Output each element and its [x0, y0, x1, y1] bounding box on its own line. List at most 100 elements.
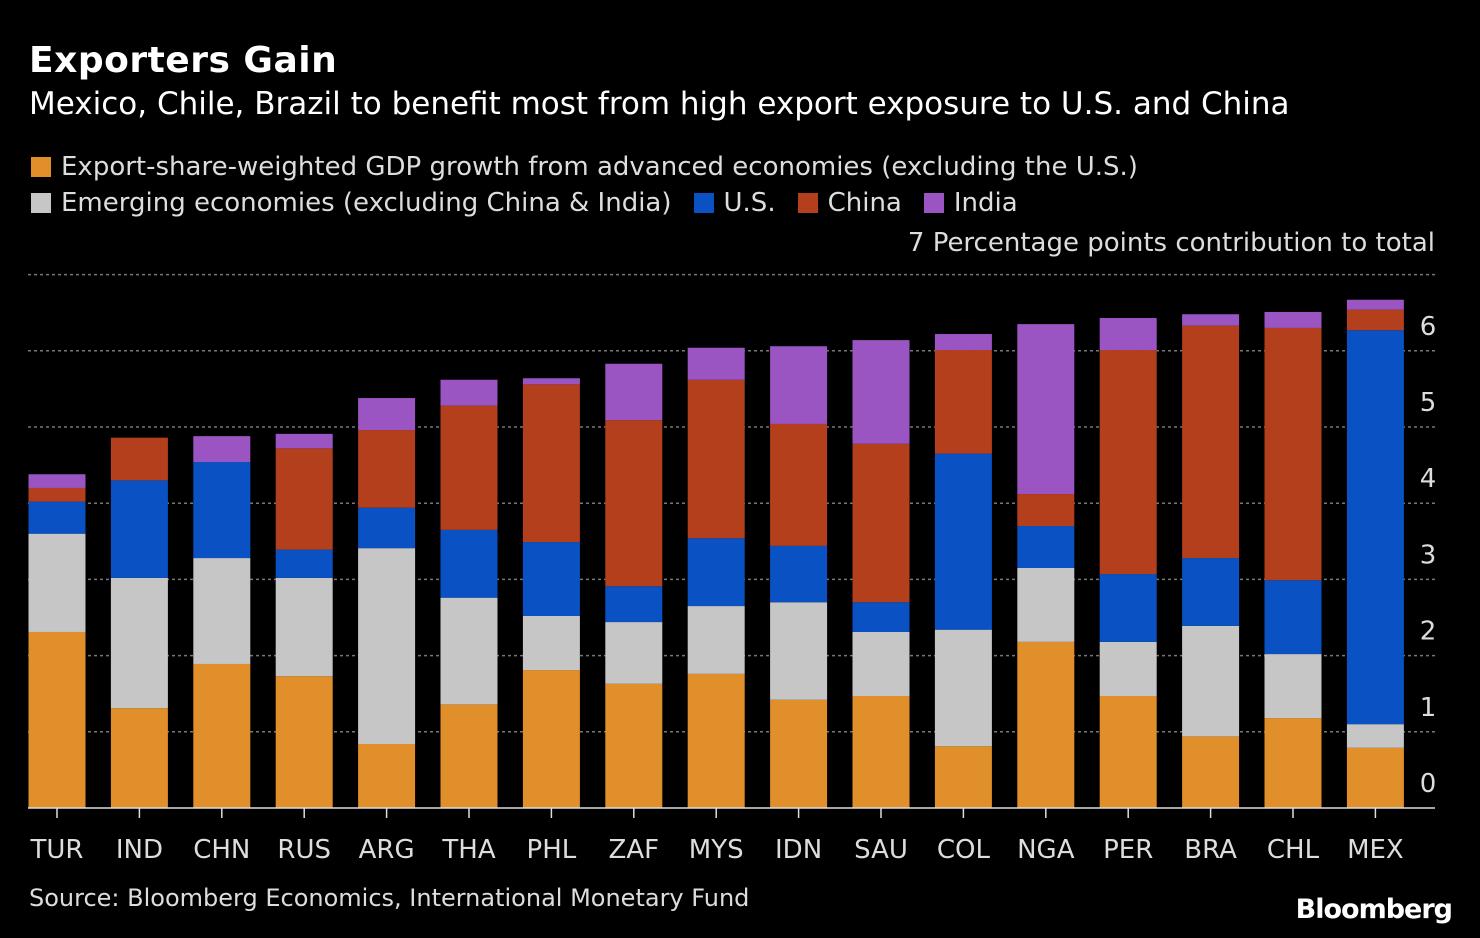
y-tick-label: 0 [1420, 769, 1437, 799]
chart-title: Exporters Gain [29, 40, 338, 81]
bar-segment [440, 529, 498, 598]
x-tick-label: NGA [1017, 835, 1075, 865]
bar-segment [1346, 724, 1404, 748]
bar-segment [1182, 314, 1240, 326]
bar-segment [687, 606, 745, 674]
bar-segment [440, 379, 498, 406]
unit-text: Percentage points contribution to total [932, 228, 1435, 258]
x-tick-label: THA [441, 835, 495, 865]
bar-segment [934, 453, 992, 630]
bar-segment [522, 670, 580, 808]
bar-segment [28, 501, 86, 534]
bar-segment [440, 704, 498, 808]
bar-segment [687, 673, 745, 808]
x-tick-label: CHN [193, 835, 250, 865]
bar-segment [193, 462, 251, 559]
bar-segment [1182, 558, 1240, 626]
x-tick-label: CHL [1267, 835, 1320, 865]
bar-segment [1099, 641, 1157, 696]
bar-segment [687, 379, 745, 539]
bar-segment [1099, 350, 1157, 575]
bar-segment [605, 363, 663, 421]
bar-segment [770, 423, 828, 546]
bar-segment [852, 340, 910, 444]
x-tick-label: IND [116, 835, 163, 865]
bar-segment [1264, 654, 1322, 719]
bar-segment [28, 474, 86, 488]
y-unit-label: 7 Percentage points contribution to tota… [908, 228, 1435, 258]
legend-item-us: U.S. [693, 188, 776, 218]
x-tick-label: PHL [527, 835, 577, 865]
bar-segment [852, 602, 910, 632]
bar-segment [358, 430, 416, 508]
y-tick-label: 5 [1420, 388, 1437, 418]
bar-segment [934, 350, 992, 454]
bar-segment [1017, 324, 1075, 495]
x-tick-label: MYS [689, 835, 744, 865]
bar-segment [358, 507, 416, 549]
bar-segment [1264, 311, 1322, 328]
legend-item-advanced: Export-share-weighted GDP growth from ad… [31, 152, 1138, 182]
bar-segment [1017, 567, 1075, 642]
legend-swatch [797, 193, 818, 213]
legend-item-emerging: Emerging economies (excluding China & In… [31, 188, 672, 218]
bar-segment [28, 533, 86, 632]
bar-segment [358, 548, 416, 744]
bar-segment [28, 487, 86, 502]
x-tick-label: ARG [359, 835, 415, 865]
bar-segment [687, 347, 745, 380]
bar-segment [852, 631, 910, 696]
bar-segment [358, 398, 416, 431]
bar-segment [193, 436, 251, 463]
bloomberg-logo: Bloomberg [1295, 894, 1453, 925]
legend-swatch [693, 193, 714, 213]
x-tick-label: BRA [1184, 835, 1237, 865]
bar-segment [1264, 327, 1322, 581]
bar-segment [1346, 299, 1404, 310]
y-tick-label: 6 [1420, 312, 1437, 342]
bar-segment [275, 577, 333, 677]
bar-segment [605, 683, 663, 808]
legend-label: India [953, 188, 1018, 218]
bar-segment [1346, 309, 1404, 331]
y-tick-label: 1 [1420, 693, 1437, 723]
legend-label: Emerging economies (excluding China & In… [61, 188, 672, 218]
bar-segment [1346, 330, 1404, 725]
legend-swatch [31, 157, 51, 177]
bar-segment [275, 448, 333, 550]
bar-segment [770, 545, 828, 603]
bar-segment [440, 405, 498, 530]
bar-segment [1182, 736, 1240, 808]
bar-segment [770, 346, 828, 424]
bar-segment [934, 746, 992, 808]
bar-segment [1182, 625, 1240, 737]
legend-label: U.S. [723, 188, 776, 218]
bar-segment [358, 743, 416, 808]
y-tick-label: 4 [1420, 464, 1437, 494]
bar-segment [770, 699, 828, 808]
bar-segment [605, 622, 663, 684]
bar-segment [522, 542, 580, 616]
bar-segment [110, 437, 168, 481]
bar-segment [687, 538, 745, 607]
bar-segment [852, 695, 910, 808]
chart-subtitle: Mexico, Chile, Brazil to benefit most fr… [29, 86, 1290, 122]
x-tick-label: TUR [30, 835, 84, 865]
bar-segment [1346, 747, 1404, 808]
legend-label: China [827, 188, 902, 218]
bar-segment [522, 378, 580, 385]
legend-swatch [923, 193, 944, 213]
bar-segment [440, 597, 498, 705]
bar-segment [1017, 494, 1075, 527]
bar-segment [275, 549, 333, 578]
bar-segment [28, 631, 86, 808]
bar-segment [770, 602, 828, 700]
bar-segment [1099, 574, 1157, 642]
legend-swatch [31, 193, 51, 213]
legend-row-1: Export-share-weighted GDP growth from ad… [31, 152, 1138, 182]
x-tick-label: IDN [775, 835, 822, 865]
bar-segment [522, 615, 580, 671]
bar-segment [275, 676, 333, 808]
bar-segment [934, 334, 992, 351]
